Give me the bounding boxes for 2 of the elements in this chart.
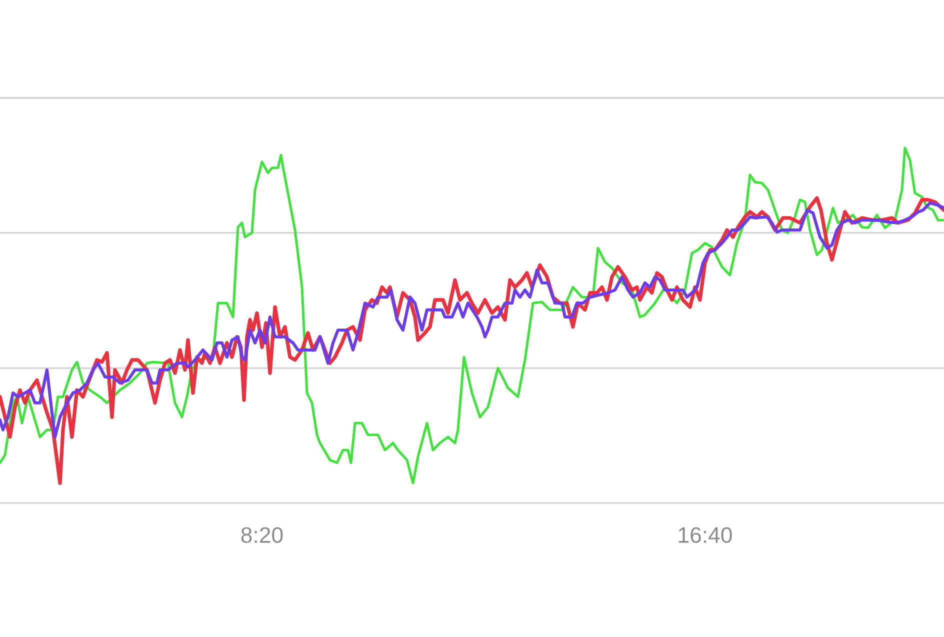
x-tick-label: 8:20	[241, 527, 283, 543]
x-tick-label: 16:40	[678, 527, 732, 543]
